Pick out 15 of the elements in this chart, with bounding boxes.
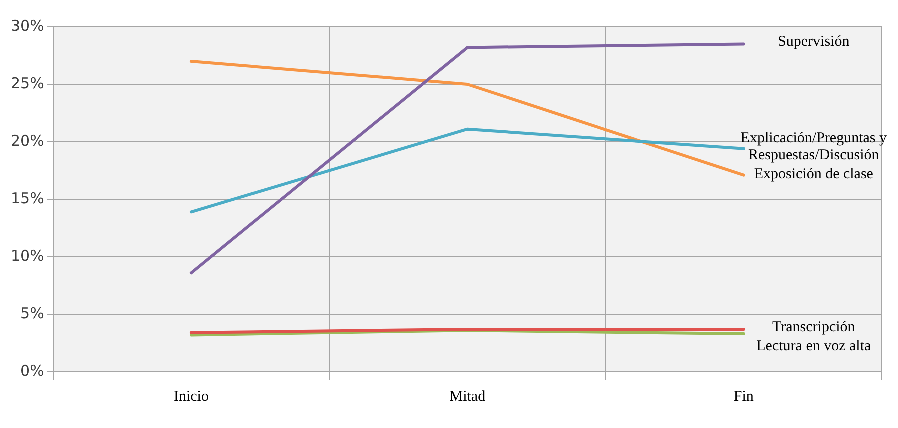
x-tick-label: Fin (734, 388, 754, 405)
y-tick-label: 25% (10, 74, 44, 92)
y-tick-label: 5% (20, 304, 44, 322)
x-tick-label: Mitad (450, 388, 486, 405)
series-label: Lectura en voz alta (756, 338, 872, 354)
series-label: Explicación/Preguntas y Respuestas/Discusión (740, 130, 888, 164)
x-tick-label: Inicio (174, 388, 209, 405)
text: Supervisión (778, 34, 850, 50)
y-tick-label: 15% (10, 189, 44, 208)
y-tick-label: 30% (10, 16, 44, 35)
y-tick-label: 20% (10, 132, 44, 150)
series-label: Transcripción (772, 319, 856, 336)
series-label: Exposición de clase (754, 166, 874, 182)
y-tick-label: 10% (10, 246, 44, 265)
y-tick-label: 0% (20, 362, 44, 380)
